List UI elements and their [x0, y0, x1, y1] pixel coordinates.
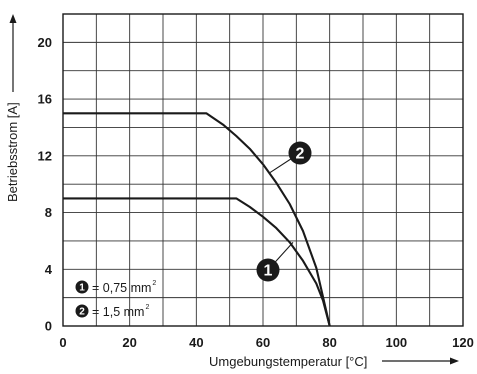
x-tick-label: 20	[122, 335, 136, 350]
legend-superscript: 2	[152, 280, 156, 287]
series-line-2	[63, 112, 331, 327]
legend-marker-2	[75, 304, 89, 318]
y-tick-label: 4	[45, 262, 53, 277]
legend-marker-label: 2	[79, 307, 85, 318]
y-tick-label: 20	[38, 35, 52, 50]
legend-label: = 1,5 mm	[92, 305, 144, 319]
legend-superscript: 2	[145, 304, 149, 311]
curve-badge-label: 2	[296, 146, 305, 163]
x-tick-label: 0	[59, 335, 66, 350]
x-tick-label: 100	[385, 335, 407, 350]
legend-marker-1	[75, 280, 89, 294]
axes	[62, 13, 464, 327]
x-tick-label: 80	[322, 335, 336, 350]
curve-badge-2	[288, 141, 312, 165]
legend-label: = 0,75 mm	[92, 281, 151, 295]
y-tick-label: 12	[38, 148, 52, 163]
plot-frame	[62, 13, 464, 327]
curve-labels: 12	[256, 141, 312, 282]
series-line-1	[63, 197, 331, 327]
x-tick-label: 60	[256, 335, 270, 350]
y-tick-label: 8	[45, 205, 52, 220]
y-tick-label: 16	[38, 92, 52, 107]
curve-badge-1	[256, 258, 280, 282]
y-axis-arrow	[9, 14, 17, 92]
y-tick-label: 0	[45, 319, 52, 334]
legend-marker-label: 1	[79, 283, 85, 294]
x-axis-title: Umgebungstemperatur [°C]	[209, 354, 367, 369]
y-axis-title: Betriebsstrom [A]	[5, 102, 20, 202]
x-axis-arrow	[382, 357, 459, 365]
x-tick-label: 120	[452, 335, 474, 350]
x-tick-label: 40	[189, 335, 203, 350]
series-layer	[63, 112, 331, 327]
curve-badge-label: 1	[264, 263, 273, 280]
legend: 1 = 0,75 mm 22 = 1,5 mm 2	[75, 280, 156, 319]
